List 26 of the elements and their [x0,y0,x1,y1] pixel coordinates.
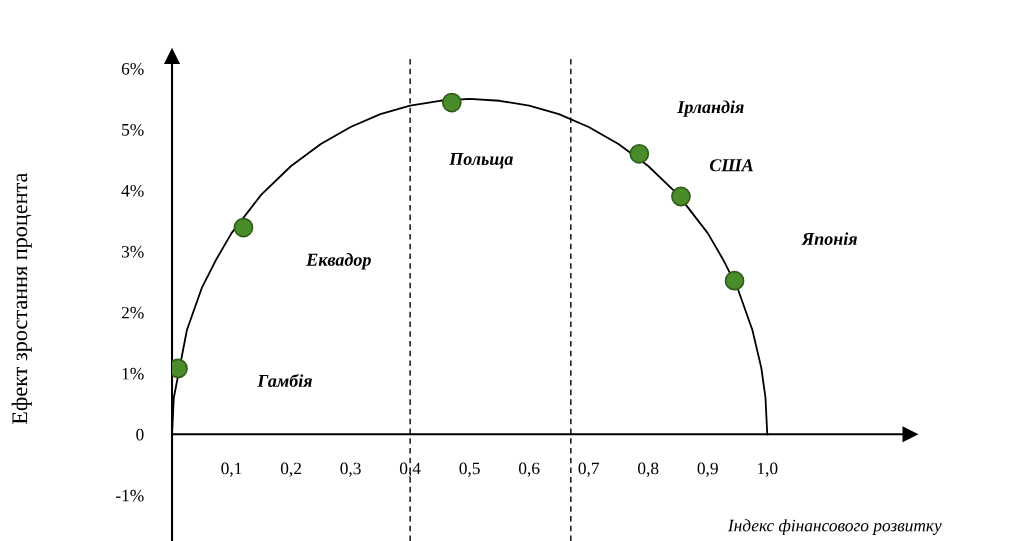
x-tick-label: 0,5 [459,462,480,477]
annotation: Польща [449,153,513,169]
x-axis-title: Індекс фінансового розвитку [727,519,942,535]
x-tick-label: 0,1 [221,462,242,477]
y-tick-label: 0 [136,428,144,441]
x-tick-label: 0,3 [340,462,361,477]
x-tick-label: 1,0 [757,462,778,477]
x-tick-label: 0,4 [399,462,421,477]
y-tick-label: 2% [121,306,144,319]
annotation: Гамбія [257,373,312,388]
y-tick-label: 3% [121,245,144,258]
y-tick-label: 4% [121,184,144,197]
annotation: Ірландія [677,100,744,117]
y-tick-label: 5% [122,123,144,136]
y-tick-label: 1% [122,367,144,380]
x-tick-label: 0,9 [697,462,718,477]
y-tick-label: -1% [115,489,144,502]
x-tick-label: 0,2 [280,462,301,477]
y-tick-label: 6% [121,62,144,75]
x-tick-label: 0,7 [578,462,600,477]
x-tick-label: 0,6 [518,462,540,477]
annotation: Японія [801,232,857,245]
x-tick-label: 0,8 [638,462,659,477]
annotation: США [709,159,753,172]
annotation: Еквадор [306,253,371,270]
y-axis-title: Ефект зростання процента [11,172,32,425]
